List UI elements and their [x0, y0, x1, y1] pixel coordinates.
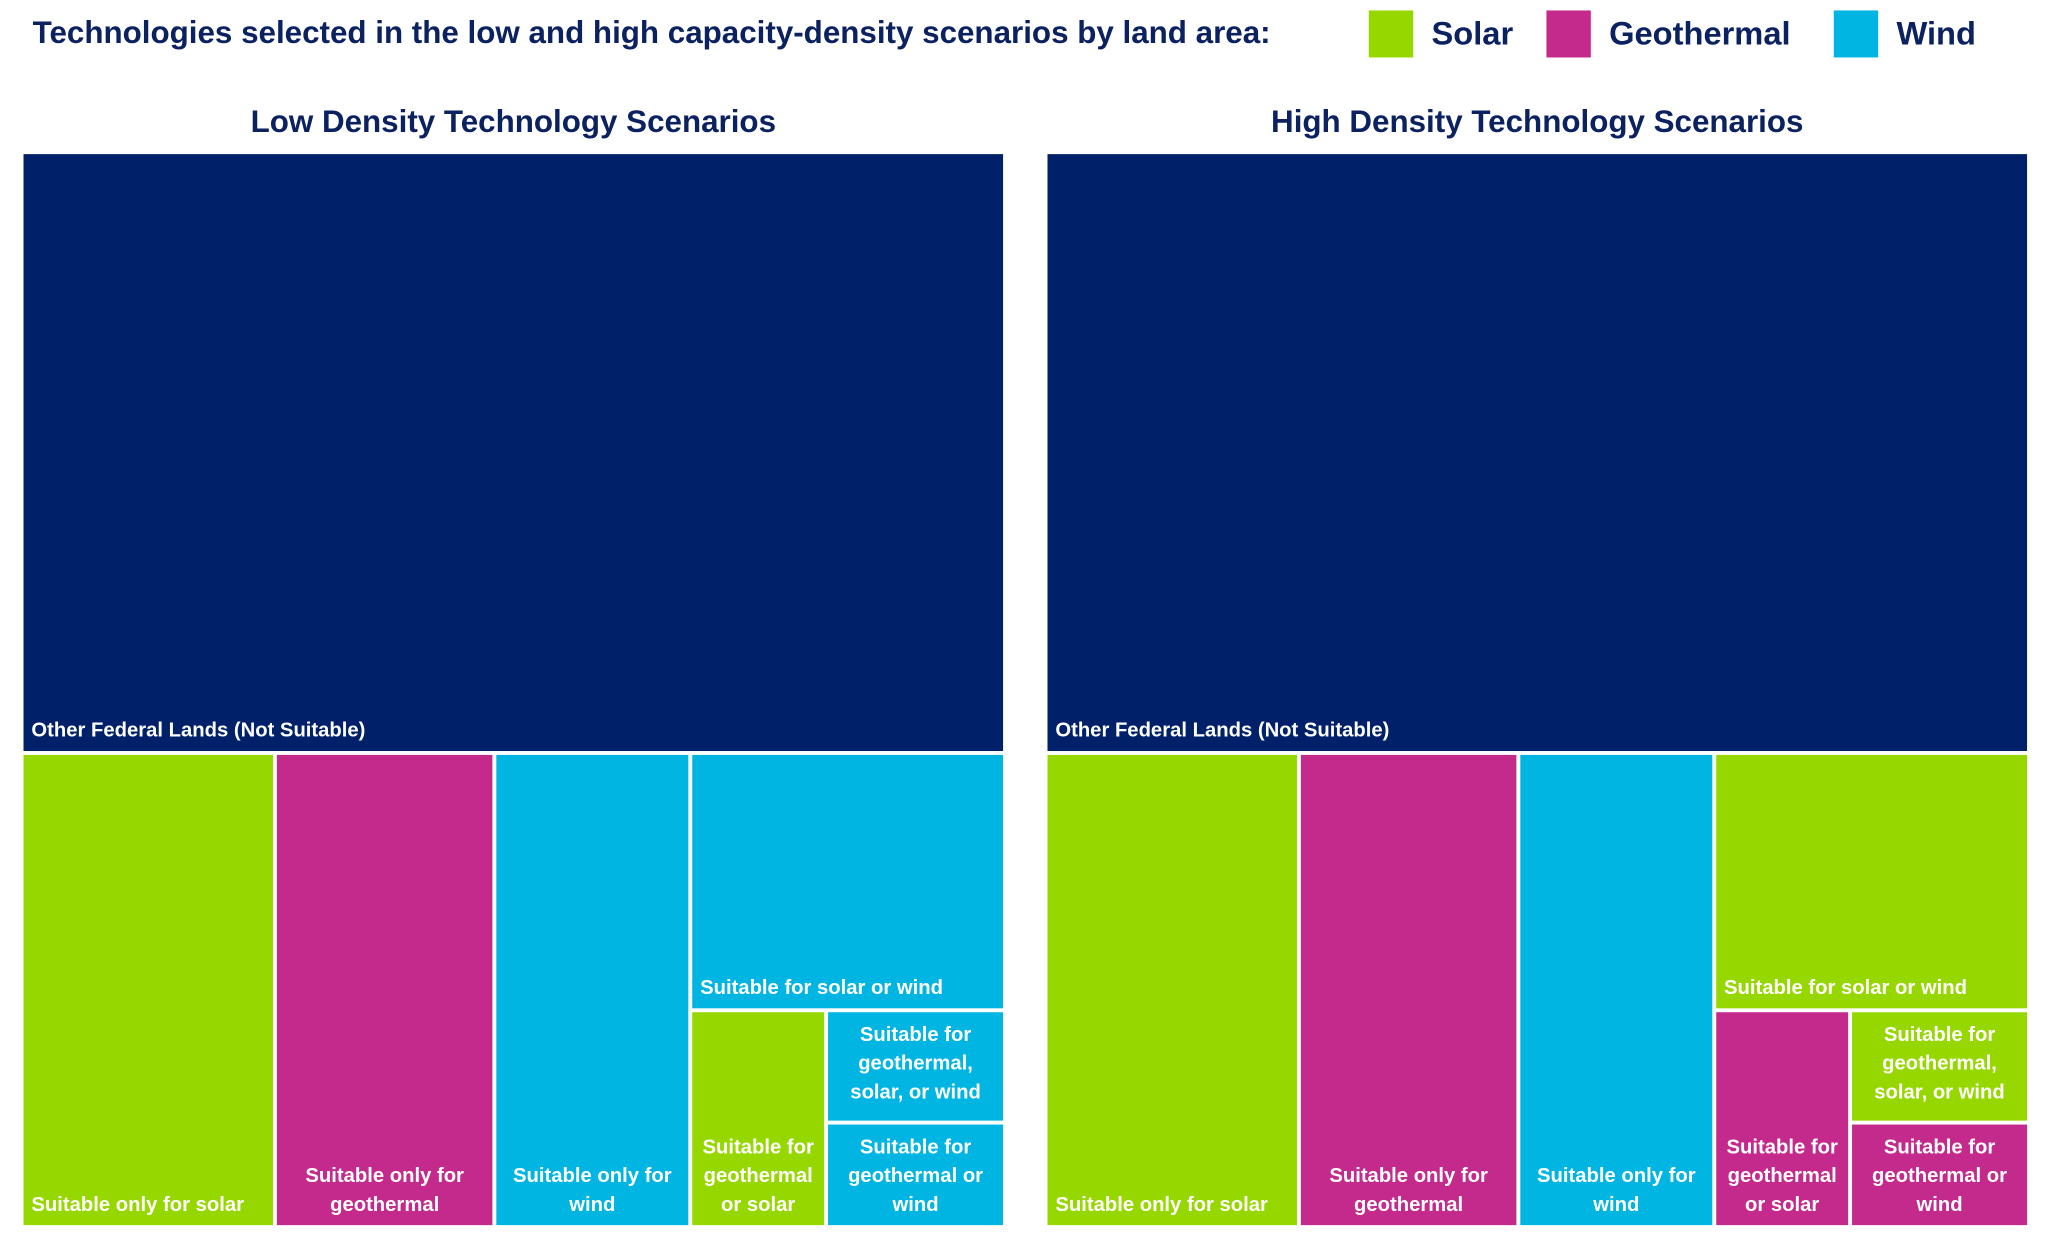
legend-label: Solar — [1431, 15, 1514, 52]
tile-label: Other Federal Lands (Not Suitable) — [31, 719, 366, 742]
treemap-tile: Suitable for geothermal or wind — [828, 1124, 1004, 1226]
treemap-tile: Other Federal Lands (Not Suitable) — [23, 154, 1004, 752]
tile-label: Suitable only for geothermal — [305, 1165, 464, 1216]
tile-label: Suitable only for solar — [31, 1193, 244, 1216]
tile-label: Suitable only for wind — [1536, 1165, 1696, 1216]
legend-wind: Wind — [1833, 10, 1976, 58]
treemap-tile: Other Federal Lands (Not Suitable) — [1047, 154, 2028, 752]
legend-label: Geothermal — [1609, 15, 1791, 52]
treemap-low-density: Other Federal Lands (Not Suitable) Suitab… — [23, 154, 1004, 1226]
legend-geothermal: Geothermal — [1546, 10, 1791, 58]
tile-label: Suitable for geothermal or solar — [1726, 1136, 1838, 1216]
legend-solar: Solar — [1368, 10, 1514, 58]
legend-label: Wind — [1896, 15, 1976, 52]
treemap-high-density: Other Federal Lands (Not Suitable) Suitab… — [1047, 154, 2028, 1226]
chart-title: Technologies selected in the low and hig… — [32, 15, 1271, 51]
legend-swatch-solar — [1368, 10, 1414, 58]
tile-label: Suitable for geothermal, solar, or wind — [1874, 1023, 2005, 1104]
tile-label: Suitable for geothermal or wind — [1872, 1136, 2008, 1216]
treemap-tile: Suitable only for geothermal — [1300, 754, 1517, 1226]
treemap-tile: Suitable for solar or wind — [1716, 754, 2028, 1009]
panel-title-low: Low Density Technology Scenarios — [250, 104, 777, 140]
treemap-tile: Suitable only for solar — [23, 754, 273, 1226]
tile-label: Other Federal Lands (Not Suitable) — [1055, 719, 1390, 742]
treemap-tile: Suitable for geothermal, solar, or wind — [828, 1012, 1004, 1121]
treemap-tile: Suitable for geothermal or solar — [1716, 1012, 1849, 1226]
treemap-tile: Suitable for solar or wind — [692, 754, 1004, 1009]
treemap-tile: Suitable for geothermal or wind — [1852, 1124, 2028, 1226]
treemap-tile: Suitable only for geothermal — [276, 754, 493, 1226]
treemap-tile: Suitable only for wind — [496, 754, 689, 1226]
tile-label: Suitable for geothermal or wind — [848, 1136, 984, 1216]
tile-label: Suitable for geothermal, solar, or wind — [850, 1023, 981, 1104]
treemap-tile: Suitable only for wind — [1520, 754, 1713, 1226]
treemap-tile: Suitable only for solar — [1047, 754, 1297, 1226]
legend-swatch-wind — [1833, 10, 1879, 58]
treemap-tile: Suitable for geothermal or solar — [692, 1012, 825, 1226]
tile-label: Suitable only for solar — [1055, 1193, 1268, 1216]
tile-label: Suitable for geothermal or solar — [702, 1136, 814, 1216]
tile-label: Suitable only for wind — [513, 1165, 672, 1216]
tile-label: Suitable only for geothermal — [1329, 1165, 1488, 1216]
tile-label: Suitable for solar or wind — [1724, 976, 1968, 1000]
tile-label: Suitable for solar or wind — [700, 976, 944, 1000]
legend-swatch-geothermal — [1546, 10, 1591, 58]
panel-title-high: High Density Technology Scenarios — [1271, 104, 1804, 140]
treemap-tile: Suitable for geothermal, solar, or wind — [1852, 1012, 2028, 1121]
